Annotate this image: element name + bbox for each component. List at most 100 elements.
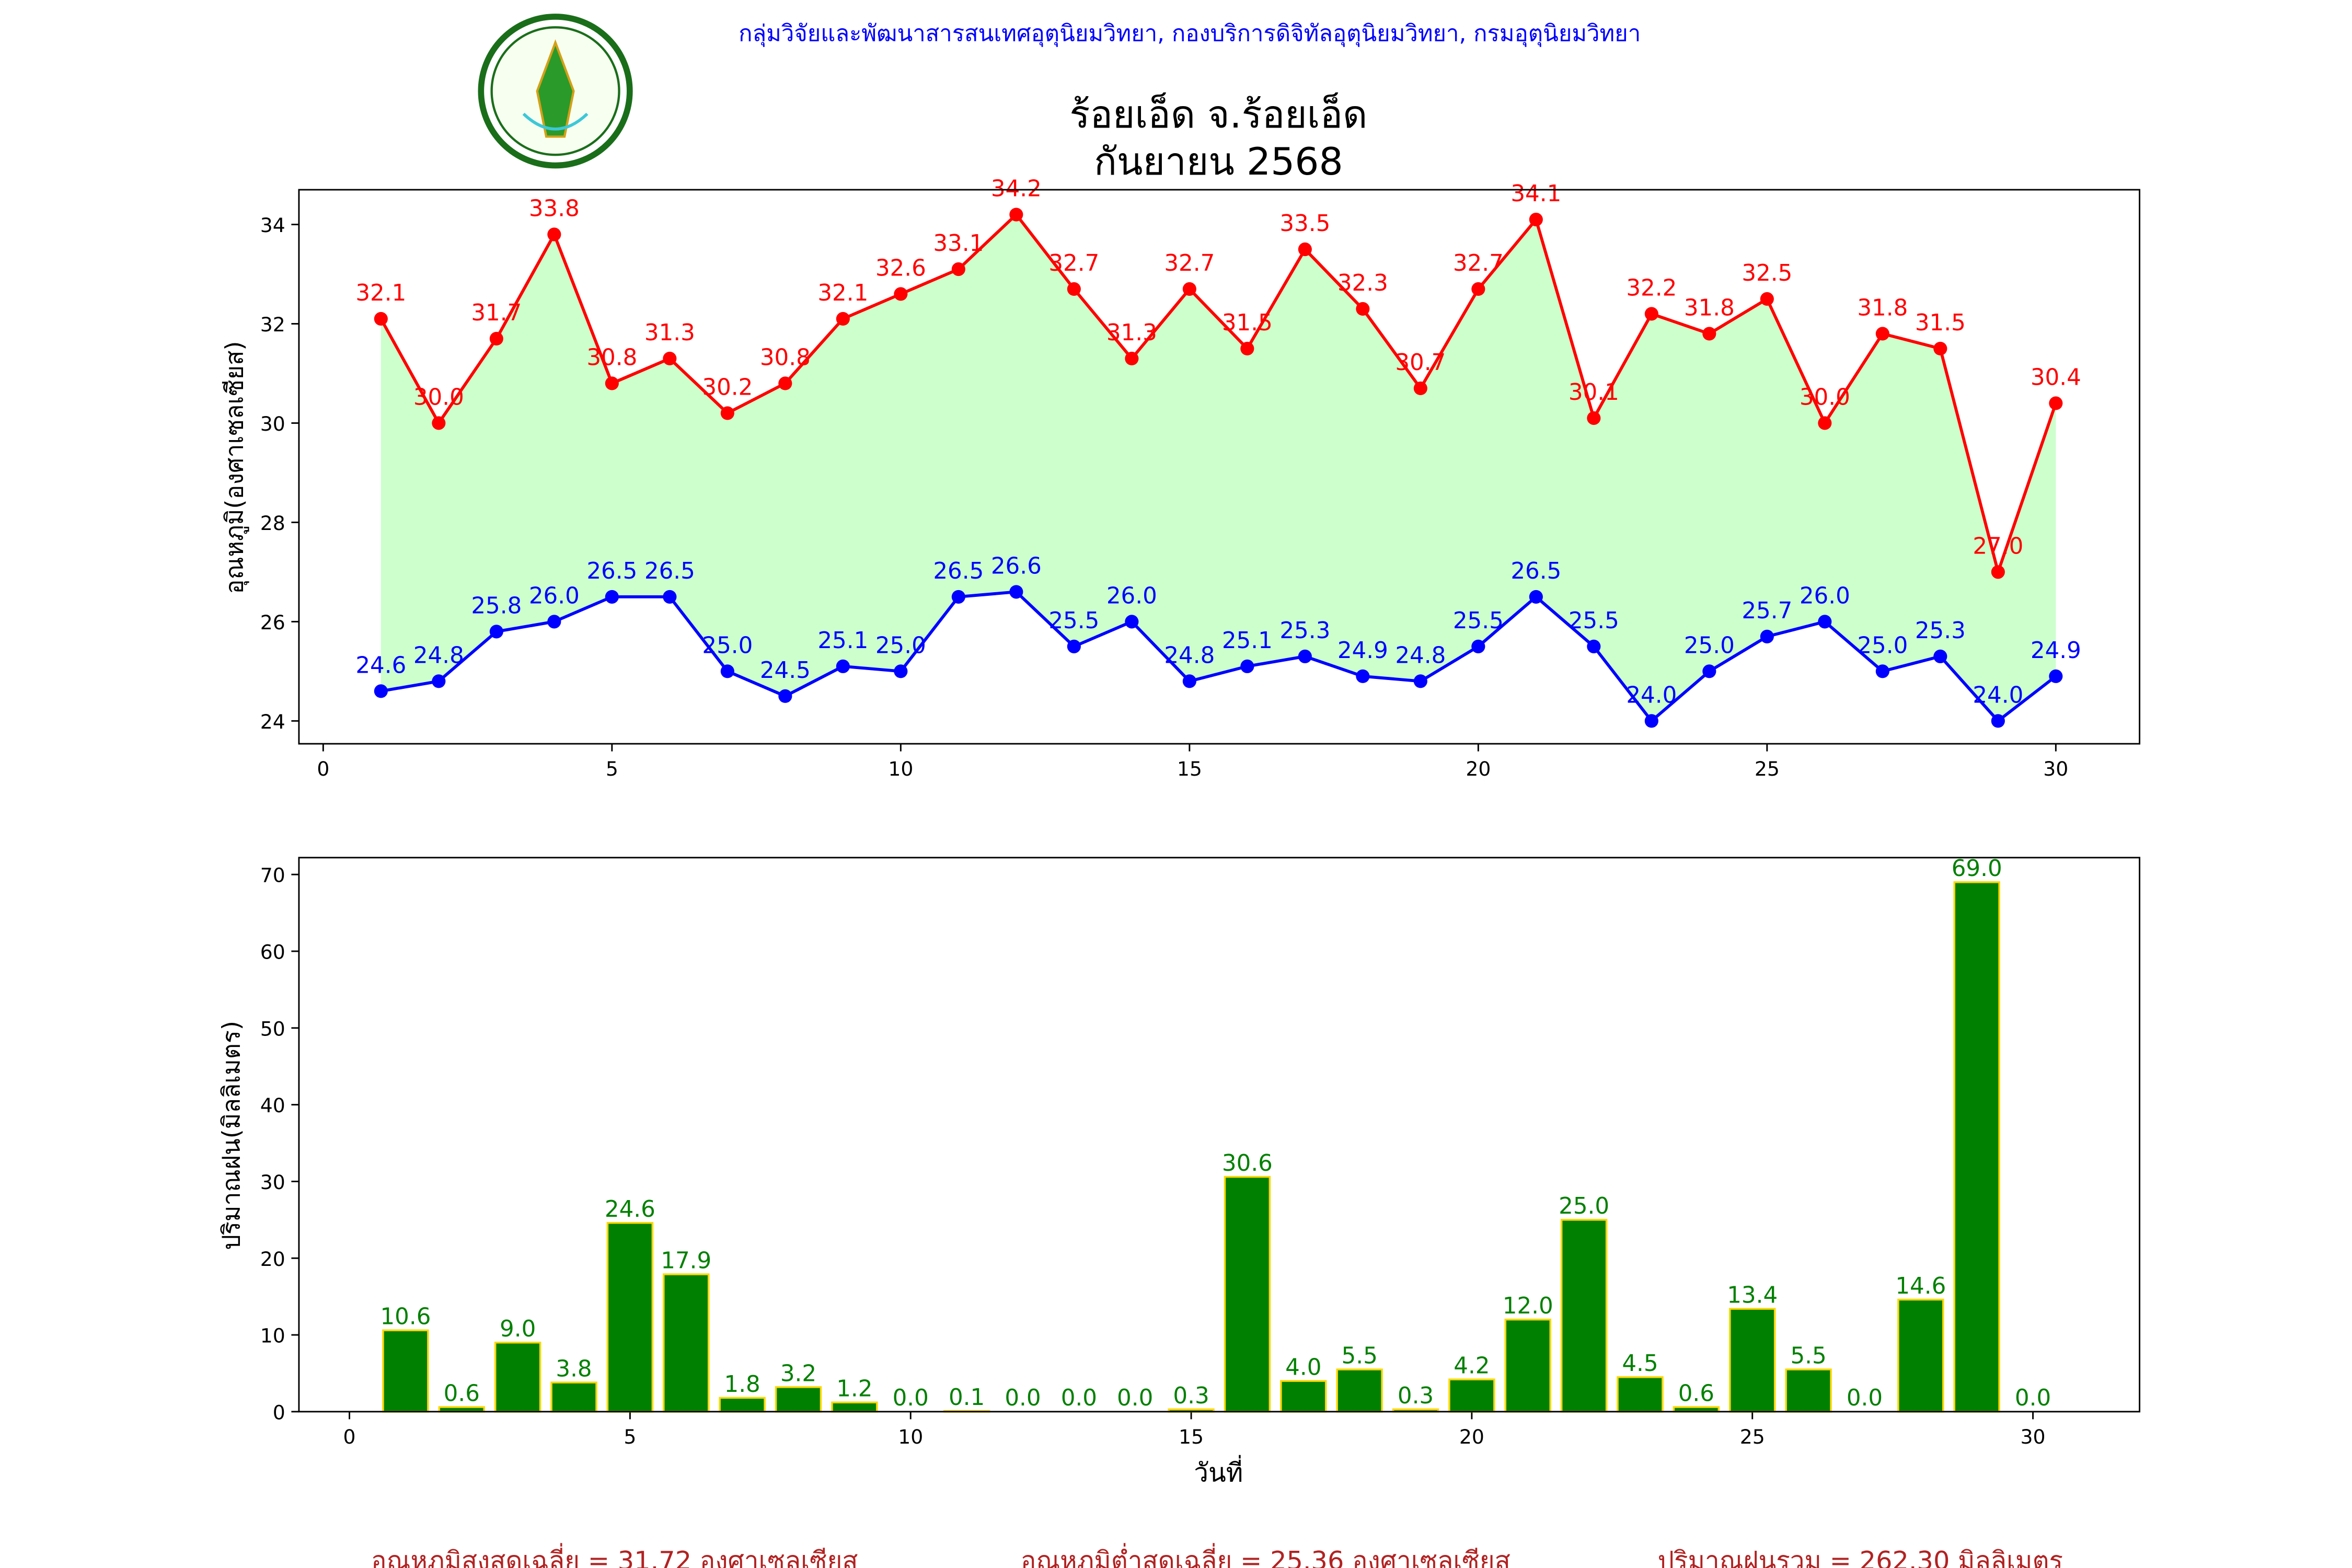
rain-data-label: 4.5 xyxy=(1622,1351,1658,1377)
rain-data-label: 3.8 xyxy=(556,1356,592,1382)
rain-data-label: 69.0 xyxy=(1952,856,2002,882)
rain-x-tick-label: 0 xyxy=(343,1425,356,1448)
rain-data-label: 0.0 xyxy=(1117,1385,1153,1411)
rain-data-label: 9.0 xyxy=(500,1316,536,1342)
temp-min-point xyxy=(836,659,850,673)
temp-min-data-label: 25.7 xyxy=(1742,598,1792,624)
rain-bar xyxy=(1617,1376,1664,1413)
temp-y-axis-label: อุณหภูมิ(องศาเซลเซียส) xyxy=(221,341,250,594)
rain-bar xyxy=(1280,1380,1327,1413)
temp-min-point xyxy=(432,674,446,688)
temp-min-data-label: 26.5 xyxy=(933,558,984,584)
temp-range-fill xyxy=(381,214,2056,721)
rain-bar xyxy=(831,1401,878,1413)
rain-y-tick-label: 70 xyxy=(260,864,285,887)
temp-max-point xyxy=(1413,381,1427,396)
temp-max-point xyxy=(1587,411,1601,425)
rain-data-label: 24.6 xyxy=(605,1196,655,1223)
temp-max-data-label: 31.3 xyxy=(644,320,695,346)
temp-max-point xyxy=(778,376,792,390)
temp-min-point xyxy=(1125,615,1139,629)
temp-min-data-label: 24.8 xyxy=(1395,643,1446,669)
temp-y-tick-label: 28 xyxy=(260,512,285,535)
temp-max-point xyxy=(1298,242,1312,257)
rain-data-label: 0.0 xyxy=(1005,1385,1041,1411)
temp-min-data-label: 25.8 xyxy=(471,593,522,619)
footer-avg-max: อุณหภูมิสูงสุดเฉลี่ย = 31.72 องศาเซลเซีย… xyxy=(371,1543,858,1568)
temp-min-point xyxy=(1009,585,1023,599)
temp-max-point xyxy=(1067,282,1081,296)
temp-min-point xyxy=(1067,639,1081,653)
temp-max-point xyxy=(489,331,503,346)
temp-min-point xyxy=(778,689,792,703)
rain-data-label: 17.9 xyxy=(661,1248,711,1274)
temp-max-point xyxy=(1356,302,1370,316)
temp-min-point xyxy=(1760,629,1774,643)
temp-max-data-label: 31.5 xyxy=(1915,310,1966,336)
temp-y-tick-label: 34 xyxy=(260,214,285,237)
rain-data-label: 4.0 xyxy=(1285,1355,1321,1381)
temp-max-data-label: 30.1 xyxy=(1569,379,1619,406)
temp-max-data-label: 32.3 xyxy=(1338,270,1388,296)
rain-data-label: 10.6 xyxy=(380,1304,431,1330)
temp-max-point xyxy=(1125,351,1139,366)
footer-avg-min: อุณหภูมิต่ำสุดเฉลี่ย = 25.36 องศาเซลเซีย… xyxy=(1021,1543,1511,1568)
temp-min-data-label: 25.1 xyxy=(1222,628,1273,654)
rain-data-label: 25.0 xyxy=(1559,1193,1609,1219)
temp-min-data-label: 24.5 xyxy=(760,658,811,684)
temp-min-point xyxy=(1875,664,1889,678)
rain-data-label: 1.2 xyxy=(836,1376,872,1402)
rain-data-label: 0.0 xyxy=(2015,1385,2051,1411)
temp-max-data-label: 32.2 xyxy=(1626,275,1677,302)
rain-data-label: 0.0 xyxy=(893,1385,929,1411)
rain-x-tick-label: 20 xyxy=(1459,1425,1484,1448)
rain-bar xyxy=(494,1341,541,1413)
temp-min-point xyxy=(894,664,908,678)
temp-min-data-label: 24.8 xyxy=(413,643,464,669)
temp-max-point xyxy=(374,312,388,326)
temp-max-data-label: 31.5 xyxy=(1222,310,1273,336)
rain-y-tick-label: 50 xyxy=(260,1017,285,1040)
temp-min-data-label: 24.9 xyxy=(1338,638,1388,664)
temp-max-data-label: 30.7 xyxy=(1395,350,1446,376)
temp-max-data-label: 33.5 xyxy=(1279,211,1330,237)
rain-data-label: 1.8 xyxy=(724,1371,760,1398)
temp-min-data-label: 26.0 xyxy=(1106,583,1157,609)
temp-min-data-label: 26.5 xyxy=(644,558,695,584)
rain-x-tick-label: 25 xyxy=(1740,1425,1765,1448)
rain-y-tick-label: 60 xyxy=(260,940,285,963)
rain-bar xyxy=(719,1397,766,1413)
temp-max-point xyxy=(1702,327,1716,341)
rain-y-tick-label: 10 xyxy=(260,1324,285,1347)
rain-data-label: 14.6 xyxy=(1895,1273,1946,1299)
temp-min-data-label: 25.1 xyxy=(817,628,868,654)
rain-data-label: 0.6 xyxy=(444,1380,480,1406)
temp-min-data-label: 25.5 xyxy=(1048,608,1099,634)
rain-data-label: 4.2 xyxy=(1454,1353,1490,1379)
temp-min-point xyxy=(374,684,388,698)
temp-max-point xyxy=(1875,327,1889,341)
temp-max-point xyxy=(1009,207,1023,222)
temp-min-point xyxy=(1587,639,1601,653)
temp-max-point xyxy=(547,227,561,241)
temp-max-point xyxy=(1471,282,1485,296)
rain-bar xyxy=(1729,1308,1776,1413)
temp-min-point xyxy=(2049,669,2063,683)
temp-axes-frame xyxy=(298,189,2140,745)
temp-max-data-label: 32.7 xyxy=(1048,250,1099,276)
temp-max-line xyxy=(379,212,2058,578)
rain-data-label: 0.0 xyxy=(1847,1385,1883,1411)
temp-y-tick-label: 32 xyxy=(260,313,285,336)
rain-data-label: 12.0 xyxy=(1503,1293,1553,1319)
temp-min-point xyxy=(1298,649,1312,663)
temp-min-point xyxy=(1413,674,1427,688)
temp-max-data-label: 32.1 xyxy=(355,280,406,306)
temp-x-tick-label: 5 xyxy=(606,757,618,780)
rain-x-tick-label: 15 xyxy=(1179,1425,1204,1448)
temp-x-tick-label: 30 xyxy=(2043,757,2068,780)
temp-max-data-label: 32.7 xyxy=(1453,250,1504,276)
rain-data-label: 0.3 xyxy=(1173,1383,1209,1409)
temp-max-data-label: 32.6 xyxy=(875,256,926,282)
